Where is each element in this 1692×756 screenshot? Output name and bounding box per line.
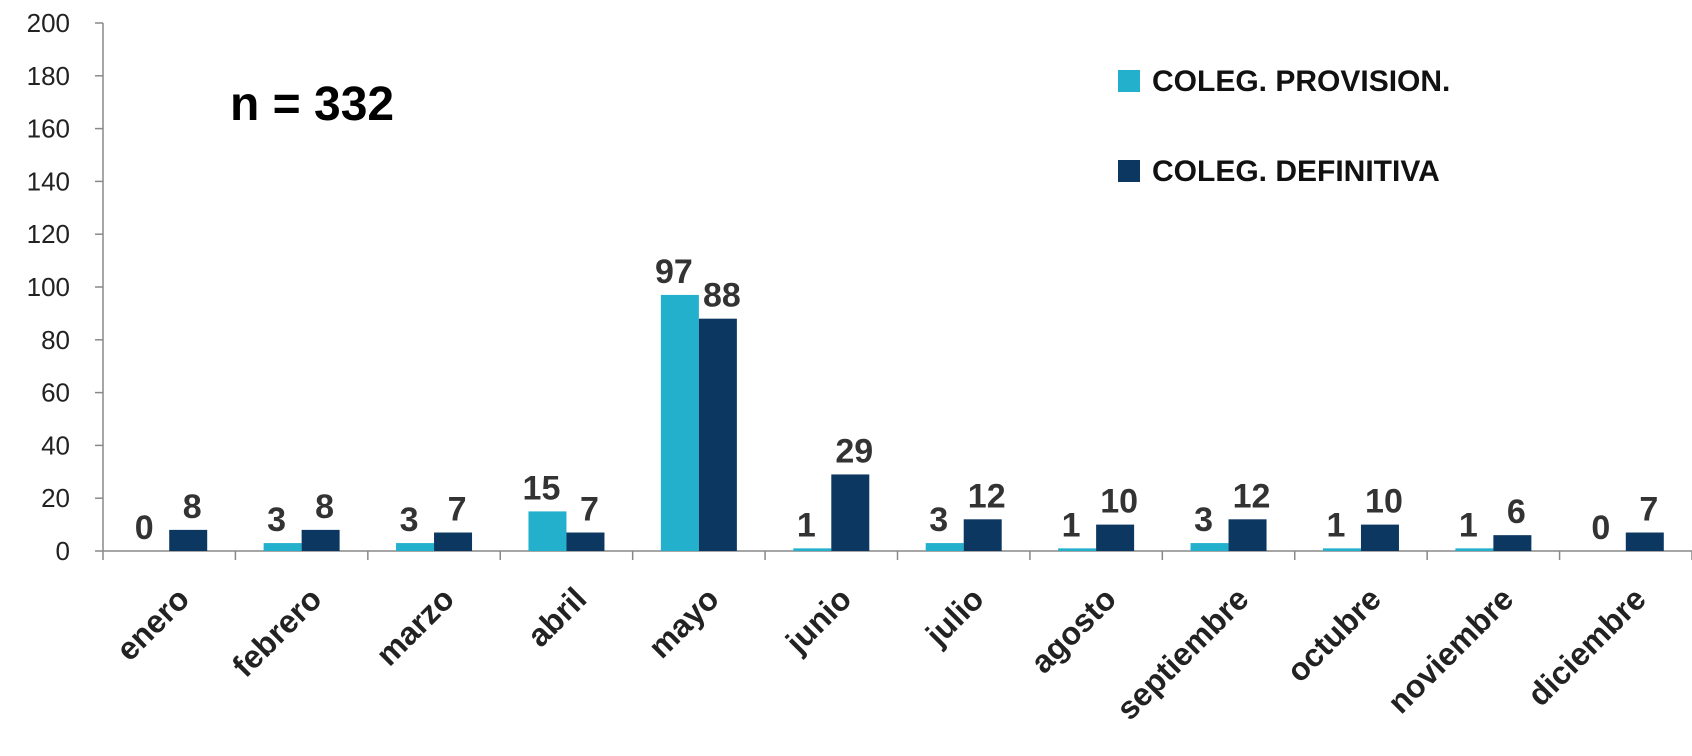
y-tick-label: 20 xyxy=(41,483,70,513)
bar-definitiva-enero xyxy=(169,529,208,551)
x-tick-label: abril xyxy=(520,580,593,653)
y-tick-label: 160 xyxy=(27,114,70,144)
x-tick-label: marzo xyxy=(369,580,461,672)
y-tick-label: 120 xyxy=(27,219,70,249)
data-label-definitiva: 29 xyxy=(835,432,873,470)
bar-definitiva-octubre xyxy=(1360,524,1399,551)
data-label-provision: 3 xyxy=(1194,501,1213,539)
data-label-provision: 1 xyxy=(1062,506,1081,544)
data-label-definitiva: 8 xyxy=(183,488,202,526)
x-tick-label: mayo xyxy=(641,580,726,665)
bar-provision-febrero xyxy=(263,543,302,551)
bar-provision-agosto xyxy=(1058,548,1097,551)
bar-provision-noviembre xyxy=(1455,548,1494,551)
data-label-definitiva: 10 xyxy=(1100,483,1138,521)
bar-definitiva-diciembre xyxy=(1625,532,1664,551)
y-tick-label: 60 xyxy=(41,378,70,408)
x-tick-label: junio xyxy=(778,580,858,660)
data-label-provision: 15 xyxy=(523,469,561,507)
data-label-definitiva: 7 xyxy=(448,491,467,529)
data-label-provision: 0 xyxy=(135,509,154,547)
x-tick-label: julio xyxy=(918,580,991,653)
y-tick-labels: 0 20 40 60 80 100 120 140 160 180 200 xyxy=(27,8,70,566)
legend-label: COLEG. PROVISION. xyxy=(1152,65,1450,98)
y-tick-label: 100 xyxy=(27,272,70,302)
x-tick-label: febrero xyxy=(225,580,328,683)
bar-provision-octubre xyxy=(1322,548,1361,551)
x-tick-label: octubre xyxy=(1279,580,1387,688)
bars xyxy=(169,294,1664,551)
y-tick-label: 140 xyxy=(27,166,70,196)
x-tick-label: septiembre xyxy=(1109,580,1255,726)
data-label-provision: 3 xyxy=(929,501,948,539)
data-label-definitiva: 88 xyxy=(703,277,741,315)
data-label-definitiva: 7 xyxy=(1639,491,1658,529)
data-label-definitiva: 10 xyxy=(1365,483,1403,521)
x-tick-label: diciembre xyxy=(1520,580,1652,712)
bar-provision-abril xyxy=(528,511,567,551)
data-label-provision: 1 xyxy=(797,506,816,544)
x-tick-label: enero xyxy=(109,580,196,667)
x-tick-label: agosto xyxy=(1023,580,1123,680)
y-tick-label: 40 xyxy=(41,430,70,460)
data-label-provision: 3 xyxy=(400,501,419,539)
data-label-provision: 3 xyxy=(267,501,286,539)
sample-size-annotation: n = 332 xyxy=(230,78,394,131)
data-label-provision: 1 xyxy=(1459,506,1478,544)
bar-provision-mayo xyxy=(660,294,699,551)
y-tick-label: 0 xyxy=(56,536,70,566)
legend-label: COLEG. DEFINITIVA xyxy=(1152,155,1440,188)
data-label-provision: 0 xyxy=(1591,509,1610,547)
legend-swatch xyxy=(1118,160,1140,182)
data-label-definitiva: 6 xyxy=(1507,493,1526,531)
bar-definitiva-agosto xyxy=(1096,524,1135,551)
legend: COLEG. PROVISION. COLEG. DEFINITIVA xyxy=(1118,65,1450,188)
data-label-provision: 97 xyxy=(655,253,693,291)
bar-provision-marzo xyxy=(396,543,435,551)
y-tick-label: 80 xyxy=(41,325,70,355)
bar-definitiva-septiembre xyxy=(1228,519,1267,551)
data-label-definitiva: 12 xyxy=(1233,477,1271,515)
x-tick-labels: enero febrero marzo abril mayo junio julio agos… xyxy=(109,580,1653,726)
axes xyxy=(95,22,1692,560)
x-tick-label: noviembre xyxy=(1380,580,1520,720)
bar-definitiva-julio xyxy=(963,519,1002,551)
bar-provision-junio xyxy=(793,548,832,551)
y-tick-label: 200 xyxy=(27,8,70,38)
bar-definitiva-abril xyxy=(566,532,605,551)
bar-definitiva-mayo xyxy=(698,318,737,551)
bar-definitiva-marzo xyxy=(434,532,473,551)
y-tick-label: 180 xyxy=(27,61,70,91)
data-label-provision: 1 xyxy=(1326,506,1345,544)
bar-definitiva-junio xyxy=(831,474,870,551)
data-label-definitiva: 8 xyxy=(315,488,334,526)
data-label-definitiva: 12 xyxy=(968,477,1006,515)
legend-swatch xyxy=(1118,70,1140,92)
bar-definitiva-noviembre xyxy=(1493,535,1532,551)
data-label-definitiva: 7 xyxy=(580,491,599,529)
bar-provision-septiembre xyxy=(1190,543,1229,551)
bar-definitiva-febrero xyxy=(301,529,340,551)
bar-provision-julio xyxy=(925,543,964,551)
